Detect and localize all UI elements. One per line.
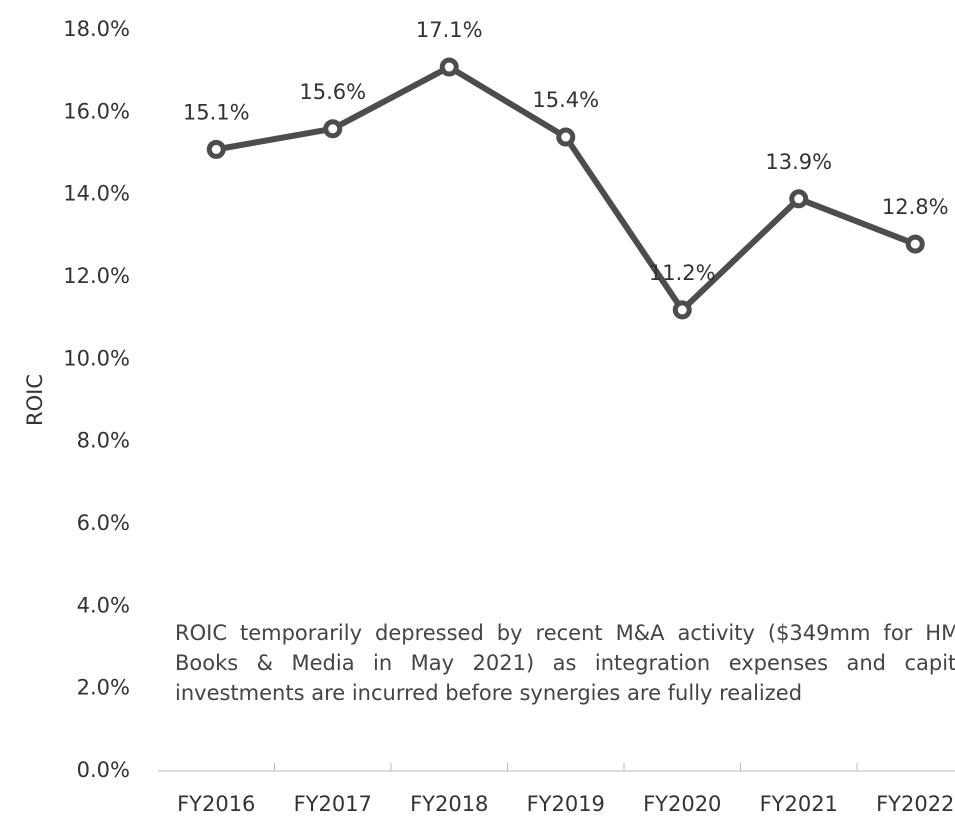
annotation: ROIC temporarily depressed by recent M&A… (175, 621, 955, 705)
x-tick-label: FY2020 (643, 792, 721, 816)
y-tick-label: 8.0% (77, 429, 130, 453)
x-tick-label: FY2022 (876, 792, 954, 816)
marker (905, 234, 925, 254)
y-tick-label: 0.0% (77, 758, 130, 782)
value-label: 15.6% (299, 80, 366, 104)
marker (789, 189, 809, 209)
value-label: 15.1% (183, 100, 250, 124)
y-tick-label: 6.0% (77, 511, 130, 535)
value-label: 11.2% (649, 261, 716, 285)
y-tick-label: 2.0% (77, 676, 130, 700)
x-tick-label: FY2016 (177, 792, 255, 816)
y-tick-label: 18.0% (63, 17, 130, 41)
marker (556, 127, 576, 147)
x-tick-label: FY2021 (760, 792, 838, 816)
x-tick-label: FY2018 (410, 792, 488, 816)
y-tick-label: 14.0% (63, 182, 130, 206)
x-tick-label: FY2017 (294, 792, 372, 816)
value-label: 15.4% (532, 88, 599, 112)
y-tick-label: 4.0% (77, 593, 130, 617)
marker (206, 139, 226, 159)
marker (439, 57, 459, 77)
value-label: 12.8% (882, 195, 949, 219)
y-tick-label: 10.0% (63, 346, 130, 370)
marker (672, 300, 692, 320)
y-axis-label: ROIC (23, 374, 47, 426)
marker (323, 119, 343, 139)
x-tick-label: FY2019 (527, 792, 605, 816)
value-label: 17.1% (416, 18, 483, 42)
value-label: 13.9% (765, 150, 832, 174)
y-tick-label: 16.0% (63, 99, 130, 123)
y-tick-label: 12.0% (63, 264, 130, 288)
